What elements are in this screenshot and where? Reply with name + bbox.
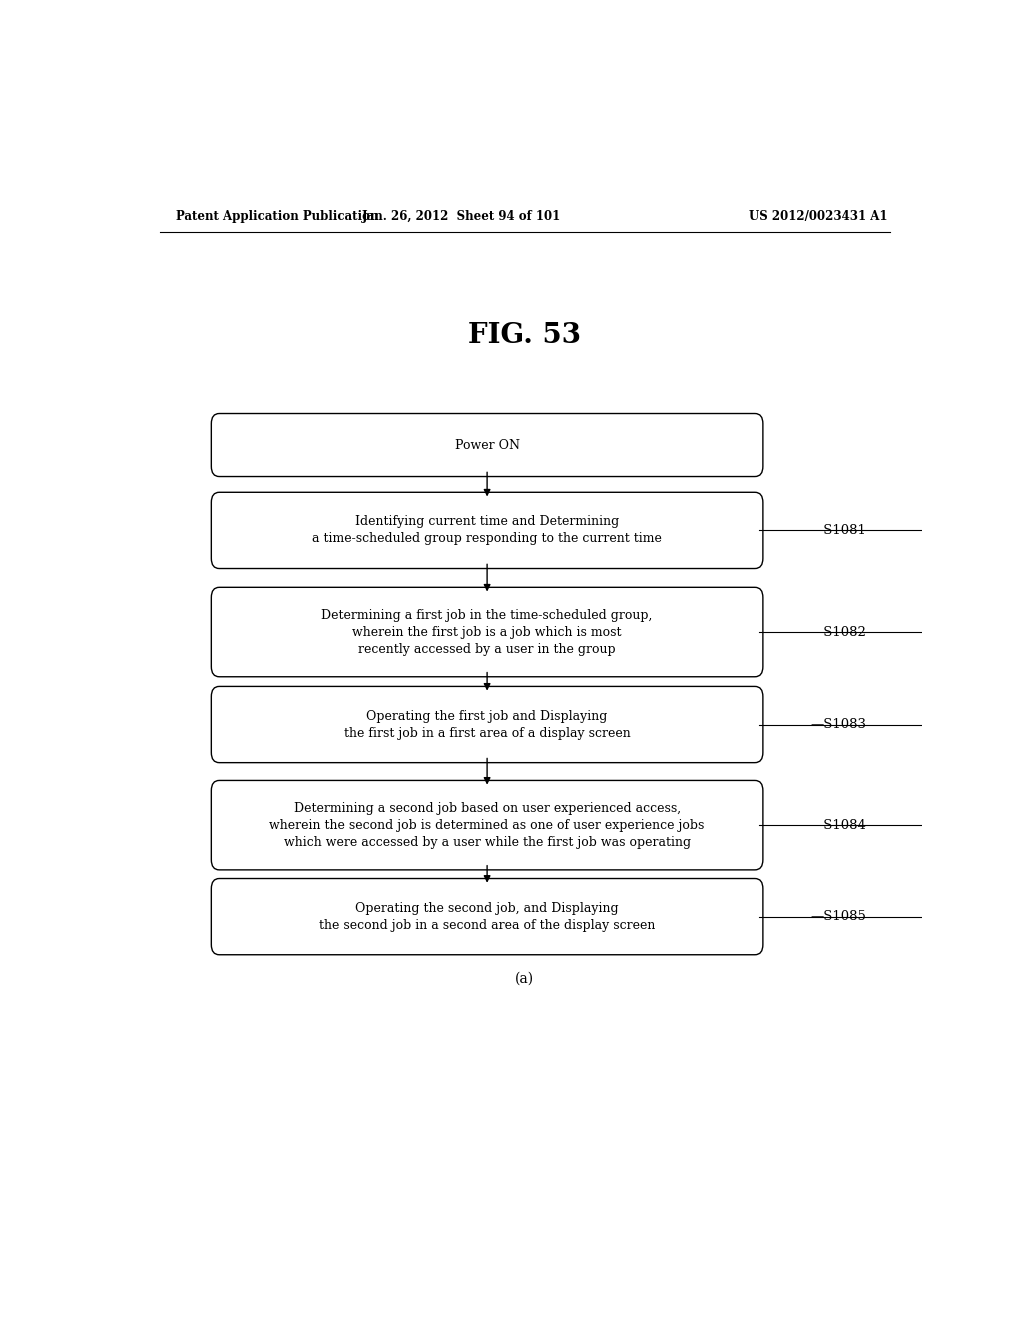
Text: Operating the second job, and Displaying
the second job in a second area of the : Operating the second job, and Displaying… <box>318 902 655 932</box>
Text: Operating the first job and Displaying
the first job in a first area of a displa: Operating the first job and Displaying t… <box>344 710 631 739</box>
Text: —S1081: —S1081 <box>811 524 866 537</box>
Text: —S1082: —S1082 <box>811 626 866 639</box>
Text: US 2012/0023431 A1: US 2012/0023431 A1 <box>750 210 888 223</box>
Text: Jan. 26, 2012  Sheet 94 of 101: Jan. 26, 2012 Sheet 94 of 101 <box>361 210 561 223</box>
Text: Determining a first job in the time-scheduled group,
wherein the first job is a : Determining a first job in the time-sche… <box>322 609 652 656</box>
FancyBboxPatch shape <box>211 686 763 763</box>
FancyBboxPatch shape <box>211 879 763 954</box>
Text: Determining a second job based on user experienced access,
wherein the second jo: Determining a second job based on user e… <box>269 801 705 849</box>
Text: —S1085: —S1085 <box>811 909 866 923</box>
Text: —S1083: —S1083 <box>811 718 866 731</box>
FancyBboxPatch shape <box>211 492 763 569</box>
FancyBboxPatch shape <box>211 413 763 477</box>
Text: FIG. 53: FIG. 53 <box>468 322 582 348</box>
Text: Identifying current time and Determining
a time-scheduled group responding to th: Identifying current time and Determining… <box>312 515 663 545</box>
Text: Patent Application Publication: Patent Application Publication <box>176 210 378 223</box>
Text: —S1084: —S1084 <box>811 818 866 832</box>
FancyBboxPatch shape <box>211 587 763 677</box>
Text: (a): (a) <box>515 972 535 986</box>
FancyBboxPatch shape <box>211 780 763 870</box>
Text: Power ON: Power ON <box>455 438 519 451</box>
